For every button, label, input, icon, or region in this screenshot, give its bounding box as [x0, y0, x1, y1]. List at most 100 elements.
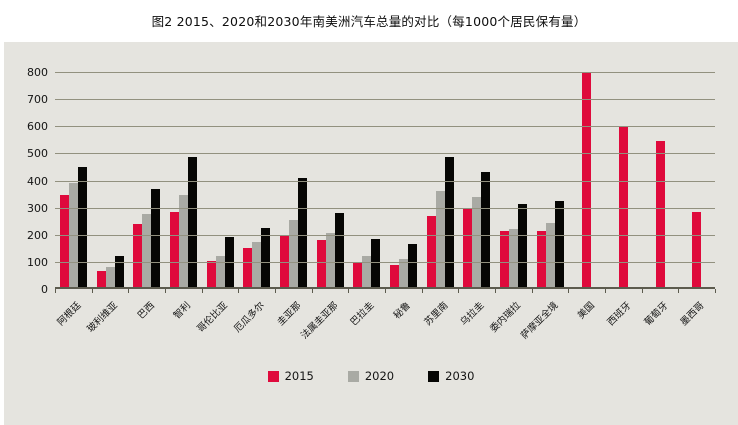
x-axis-label: 秘鲁 [392, 300, 414, 322]
x-axis-tick [421, 289, 423, 293]
category-group: 委内瑞拉 [489, 72, 532, 335]
x-axis-label: 美国 [575, 300, 597, 322]
gridline [55, 72, 715, 73]
bar-2020 [68, 183, 78, 289]
y-axis-tick-label: 300 [27, 201, 48, 215]
y-axis: 0 100 200 300 400 500 600 700 800 [4, 66, 48, 296]
plot-area: 阿根廷 玻利维亚 巴西 智利 哥伦比亚 厄瓜多尔 圭亚那 法属圭亚那 巴拉圭 秘鲁 苏里南 乌拉圭 委内… [55, 72, 716, 341]
x-axis-tick [531, 289, 533, 293]
bar-2015 [133, 223, 143, 289]
bar-2015 [59, 195, 69, 289]
chart-panel: 0 100 200 300 400 500 600 700 800 阿根廷 玻利维亚 巴西 智利 哥伦比… [4, 42, 738, 425]
bar-2015 [499, 230, 509, 289]
legend-swatch-2030 [428, 370, 440, 382]
y-axis-tick-label: 200 [27, 228, 48, 242]
y-axis-tick-label: 100 [27, 255, 48, 269]
bar-2020 [508, 229, 518, 289]
x-axis-tick [715, 289, 716, 293]
x-axis-label: 西班牙 [605, 300, 634, 329]
x-axis-label: 厄瓜多尔 [231, 300, 267, 335]
bar-2015 [536, 230, 546, 289]
x-axis-tick [641, 289, 643, 293]
x-axis-tick [605, 289, 606, 293]
bar-2020 [545, 222, 555, 289]
legend-swatch-2020 [347, 370, 359, 382]
bar-2020 [105, 267, 115, 289]
y-axis-tick-label: 0 [41, 283, 48, 296]
y-axis-tick-label: 700 [27, 93, 48, 107]
legend-item: 2020 [347, 369, 394, 383]
bar-2030 [187, 157, 197, 289]
bar-2015 [353, 262, 363, 289]
x-axis-label: 法属圭亚那 [298, 300, 340, 342]
x-axis-label: 哥伦比亚 [195, 300, 230, 335]
bar-2015 [206, 260, 216, 289]
category-group: 哥伦比亚 [195, 72, 239, 335]
legend-item: 2015 [267, 369, 314, 383]
gridline [55, 207, 715, 209]
x-axis-label: 巴拉圭 [348, 300, 377, 329]
bar-2015 [692, 211, 702, 289]
x-axis-tick [678, 289, 680, 293]
bar-2030 [224, 237, 234, 289]
y-axis-tick-label: 800 [27, 66, 48, 79]
bar-2015 [243, 248, 253, 289]
bar-2015 [169, 211, 179, 289]
category-group: 秘鲁 [385, 72, 422, 321]
category-group: 法属圭亚那 [299, 72, 349, 341]
bar-2030 [297, 177, 307, 289]
bar-2015 [316, 240, 326, 289]
gridline [55, 234, 715, 236]
bar-groups: 阿根廷 玻利维亚 巴西 智利 哥伦比亚 厄瓜多尔 圭亚那 法属圭亚那 巴拉圭 秘鲁 苏里南 乌拉圭 委内… [55, 72, 715, 341]
bar-2030 [554, 200, 564, 289]
x-axis-label: 圭亚那 [275, 300, 304, 329]
bar-2030 [114, 256, 124, 289]
x-axis-tick [348, 289, 350, 293]
bar-2030 [261, 227, 271, 289]
x-axis-tick [238, 289, 240, 293]
bar-2020 [435, 191, 445, 289]
category-group: 萨摩亚全境 [519, 72, 569, 341]
bar-2030 [371, 238, 381, 289]
bar-2030 [334, 213, 344, 289]
x-axis-label: 智利 [172, 300, 194, 322]
category-group: 巴拉圭 [348, 72, 385, 328]
legend-label: 2030 [445, 369, 475, 383]
x-axis-label: 玻利维亚 [85, 300, 120, 335]
gridline [55, 126, 715, 128]
category-group: 玻利维亚 [85, 72, 129, 335]
x-axis-tick [91, 289, 93, 293]
category-group: 厄瓜多尔 [232, 72, 275, 335]
bar-2020 [252, 241, 262, 289]
x-axis-tick [55, 289, 56, 293]
gridline [55, 153, 715, 155]
bar-2020 [398, 259, 408, 289]
x-axis-tick [385, 289, 386, 293]
x-axis-tick [201, 289, 203, 293]
bar-2020 [362, 256, 372, 289]
x-axis-line [55, 287, 715, 289]
legend-swatch-2015 [267, 370, 279, 382]
gridline [55, 99, 715, 101]
bar-2030 [151, 188, 161, 289]
category-group: 葡萄牙 [642, 72, 679, 328]
gridline [55, 261, 715, 263]
x-axis-label: 苏里南 [422, 300, 450, 329]
x-axis-tick [311, 289, 313, 293]
bar-2020 [215, 256, 225, 289]
bar-2015 [655, 141, 665, 289]
bar-2030 [77, 167, 87, 289]
legend-item: 2030 [428, 369, 474, 383]
y-axis-tick-label: 400 [27, 174, 48, 188]
bar-2015 [463, 208, 473, 289]
x-axis-label: 乌拉圭 [458, 300, 487, 329]
x-axis-tick [275, 289, 276, 293]
category-group: 阿根廷 [55, 72, 92, 328]
x-axis-label: 葡萄牙 [642, 300, 670, 329]
x-axis-label: 墨西哥 [678, 300, 707, 329]
x-axis-label: 萨摩亚全境 [518, 300, 560, 342]
bar-2030 [444, 157, 454, 289]
x-axis-tick [495, 289, 496, 293]
x-axis-tick [128, 289, 130, 293]
